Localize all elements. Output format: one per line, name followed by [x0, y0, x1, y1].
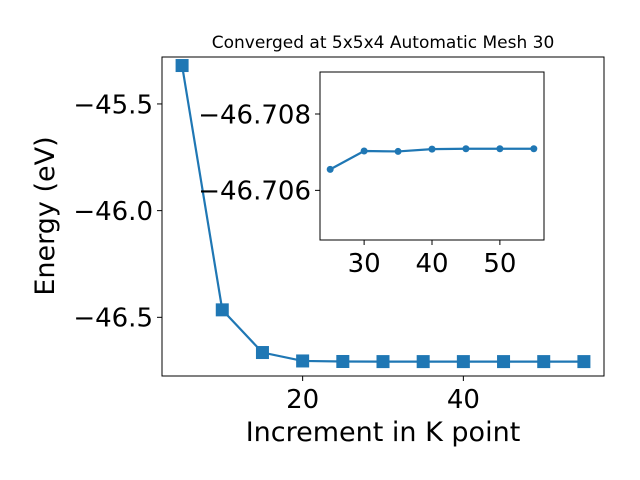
y-axis-label: Energy (eV)	[30, 136, 61, 295]
inset-x-tick-label: 40	[415, 249, 448, 279]
inset-x-tick-label: 50	[483, 249, 516, 279]
main-plot-frame	[161, 56, 605, 377]
inset-data-point	[496, 145, 504, 153]
main-x-axis: 20 40	[286, 376, 480, 415]
main-y-axis: −45.5 −46.0 −46.5	[73, 90, 162, 334]
main-y-tick-label: −46.5	[73, 304, 153, 334]
inset-series	[326, 145, 538, 173]
main-y-tick-label: −45.5	[73, 90, 153, 120]
main-y-tick-label: −46.0	[73, 197, 153, 227]
main-data-point	[175, 59, 189, 73]
main-data-point	[456, 355, 470, 369]
main-data-point	[336, 354, 350, 368]
main-data-point	[537, 355, 551, 369]
inset-data-point	[462, 145, 470, 153]
inset-plot-background	[320, 72, 544, 240]
x-axis-label: Increment in K point	[246, 417, 521, 448]
main-data-point	[376, 355, 390, 369]
main-data-point	[497, 355, 511, 369]
inset-y-axis: −46.708 −46.706	[198, 100, 320, 207]
main-series	[175, 59, 591, 369]
main-x-tick-label: 40	[447, 385, 480, 415]
inset-data-point	[326, 165, 334, 173]
main-data-point	[416, 355, 430, 369]
inset-data-point	[394, 147, 402, 155]
main-x-tick-label: 20	[286, 385, 319, 415]
inset-y-tick-label: −46.706	[198, 177, 311, 207]
inset-y-tick-label: −46.708	[198, 100, 311, 130]
main-data-point	[296, 354, 310, 368]
inset-x-tick-label: 30	[348, 249, 381, 279]
main-data-point	[577, 355, 591, 369]
inset-data-point	[428, 145, 436, 153]
inset-x-axis: 30 40 50	[348, 240, 516, 279]
inset-data-point	[360, 147, 368, 155]
chart-title: Converged at 5x5x4 Automatic Mesh 30	[212, 33, 555, 53]
main-data-point	[255, 346, 269, 360]
inset-data-point	[530, 145, 538, 153]
main-data-point	[215, 303, 229, 317]
